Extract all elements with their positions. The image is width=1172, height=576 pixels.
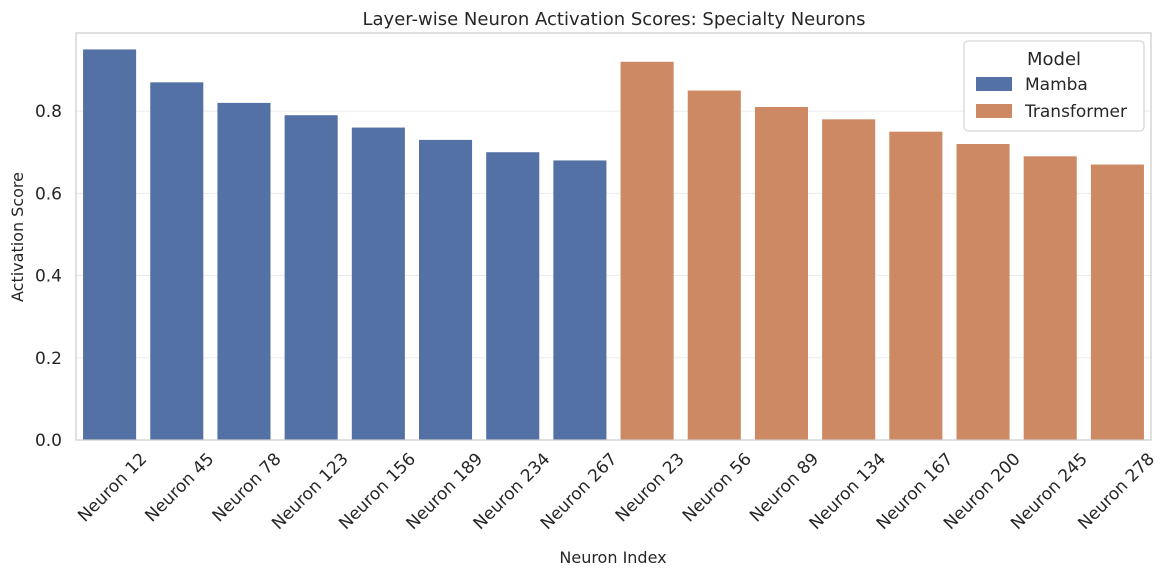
bar [418,139,473,440]
bar [956,144,1010,440]
plot-frame [75,32,1152,441]
legend-swatch [976,77,1012,91]
bar [754,107,809,440]
x-tick-label: Neuron 23 [612,449,689,526]
bar [351,127,405,441]
legend-label: Transformer [1024,102,1127,122]
y-ticks: 0.0 0.2 0.4 0.6 0.8 [35,102,62,451]
bar [889,131,943,440]
x-tick-label: Neuron 56 [679,449,756,526]
y-tick-label: 0.4 [35,267,62,287]
bar [486,152,540,440]
x-tick-label: Neuron 45 [141,449,218,526]
y-tick-label: 0.6 [35,184,62,204]
bar [553,160,607,440]
bar [284,115,338,440]
bar [1090,164,1144,441]
chart-title: Layer-wise Neuron Activation Scores: Spe… [363,9,866,30]
legend: Model Mamba Transformer [963,40,1145,132]
bar [620,61,674,441]
bar [150,82,204,440]
y-tick-label: 0.8 [35,102,62,122]
x-tick-label: Neuron 12 [74,449,151,526]
legend-title: Model [1027,49,1081,70]
y-axis-label: Activation Score [8,172,27,302]
y-tick-label: 0.0 [35,431,62,451]
bar [687,90,741,441]
bar [83,49,137,440]
bar [217,102,271,440]
legend-swatch [976,104,1012,118]
bar [1023,156,1077,441]
y-tick-label: 0.2 [35,349,62,369]
legend-label: Mamba [1025,75,1088,95]
legend-items: Mamba Transformer [976,75,1127,122]
x-axis-label: Neuron Index [559,548,666,567]
bar [822,119,876,440]
bars [83,49,1144,441]
